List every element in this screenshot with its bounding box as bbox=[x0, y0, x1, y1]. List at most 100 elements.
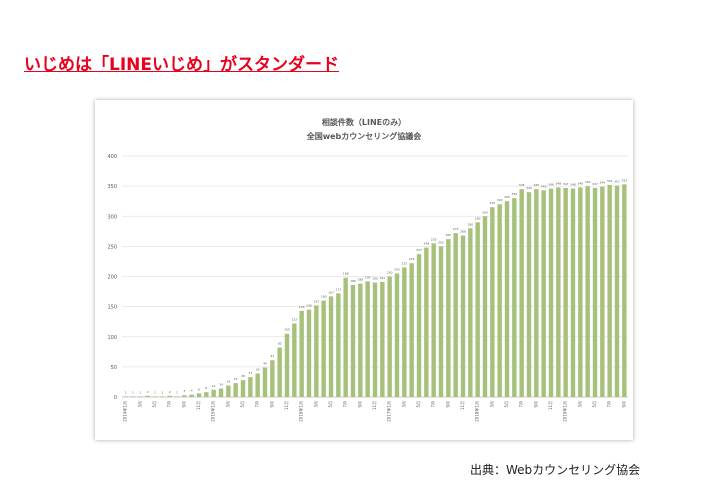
x-tick-label: 5月 bbox=[416, 401, 421, 408]
page-heading: いじめは「LINEいじめ」がスタンダード bbox=[24, 55, 339, 75]
value-label: 325 bbox=[504, 195, 510, 199]
value-label: 2 bbox=[169, 390, 171, 394]
x-tick-label: 9月 bbox=[533, 401, 538, 408]
bar bbox=[160, 396, 165, 397]
bar bbox=[446, 239, 451, 397]
value-label: 200 bbox=[387, 271, 393, 275]
value-label: 14 bbox=[219, 383, 223, 387]
bar bbox=[306, 309, 312, 397]
bar bbox=[512, 198, 517, 397]
value-label: 351 bbox=[614, 180, 620, 184]
value-label: 248 bbox=[423, 242, 429, 246]
x-tick-label: 2015年1月 bbox=[210, 401, 216, 422]
value-label: 330 bbox=[511, 192, 517, 196]
bar bbox=[431, 243, 436, 397]
x-tick-label: 3月 bbox=[137, 401, 142, 408]
x-tick-label: 11月 bbox=[284, 401, 289, 410]
source-caption: 出典：Webカウンセリング協会 bbox=[470, 463, 641, 477]
bar bbox=[248, 377, 253, 397]
value-label: 4 bbox=[191, 389, 193, 393]
bar bbox=[262, 367, 268, 397]
value-label: 347 bbox=[563, 182, 569, 186]
x-tick-label: 7月 bbox=[343, 401, 348, 408]
bar bbox=[358, 283, 363, 397]
value-label: 280 bbox=[467, 222, 473, 226]
x-tick-label: 7月 bbox=[167, 401, 172, 408]
value-label: 320 bbox=[497, 198, 503, 202]
bar bbox=[314, 305, 319, 397]
y-tick-label: 100 bbox=[107, 335, 117, 341]
value-label: 250 bbox=[438, 240, 444, 244]
bar bbox=[350, 284, 356, 397]
x-tick-label: 3月 bbox=[489, 401, 494, 408]
x-tick-label: 2019年1月 bbox=[562, 401, 568, 422]
bar bbox=[438, 246, 444, 397]
x-tick-label: 11月 bbox=[196, 401, 201, 410]
bar bbox=[504, 201, 510, 397]
x-tick-label: 5月 bbox=[328, 401, 333, 408]
bar bbox=[380, 281, 385, 397]
bar bbox=[475, 222, 480, 397]
bar bbox=[255, 373, 260, 397]
x-tick-label: 2014年1月 bbox=[122, 401, 128, 422]
value-label: 61 bbox=[270, 354, 274, 358]
bar bbox=[218, 388, 224, 397]
bar bbox=[233, 383, 238, 397]
x-tick-label: 9月 bbox=[445, 401, 450, 408]
value-label: 348 bbox=[577, 181, 583, 185]
value-label: 23 bbox=[234, 377, 238, 381]
x-tick-label: 11月 bbox=[372, 401, 377, 410]
chart-subtitle: 全国webカウンセリング協議会 bbox=[306, 131, 422, 141]
bar bbox=[497, 204, 502, 397]
bar bbox=[130, 396, 136, 397]
x-tick-label: 2016年1月 bbox=[298, 401, 304, 422]
bar bbox=[226, 385, 231, 397]
y-tick-label: 350 bbox=[107, 184, 117, 190]
value-label: 198 bbox=[343, 272, 349, 276]
value-label: 346 bbox=[570, 183, 576, 187]
bar bbox=[240, 380, 246, 397]
y-tick-label: 50 bbox=[111, 365, 117, 371]
bar bbox=[270, 360, 275, 397]
value-label: 345 bbox=[533, 183, 539, 187]
value-label: 39 bbox=[256, 368, 260, 372]
bar bbox=[622, 184, 627, 397]
x-tick-label: 5月 bbox=[152, 401, 157, 408]
x-tick-label: 7月 bbox=[607, 401, 612, 408]
bar bbox=[387, 276, 392, 397]
bar bbox=[600, 186, 605, 397]
bar bbox=[182, 395, 187, 397]
value-label: 268 bbox=[460, 230, 466, 234]
x-tick-label: 11月 bbox=[460, 401, 465, 410]
bar bbox=[174, 396, 180, 397]
value-label: 215 bbox=[401, 261, 407, 265]
x-tick-label: 11月 bbox=[548, 401, 553, 410]
y-tick-label: 0 bbox=[114, 395, 117, 401]
x-tick-label: 9月 bbox=[357, 401, 362, 408]
x-tick-label: 3月 bbox=[313, 401, 318, 408]
bar bbox=[592, 187, 598, 397]
bar bbox=[556, 187, 561, 397]
value-label: 12 bbox=[212, 384, 216, 388]
x-tick-label: 5月 bbox=[240, 401, 245, 408]
bar bbox=[321, 300, 326, 397]
bar bbox=[519, 189, 524, 397]
value-label: 237 bbox=[416, 248, 422, 252]
bar bbox=[372, 282, 378, 397]
value-label: 1 bbox=[176, 390, 178, 394]
bar bbox=[196, 393, 202, 397]
bar bbox=[145, 395, 150, 397]
value-label: 160 bbox=[321, 295, 327, 299]
value-label: 340 bbox=[526, 186, 532, 190]
value-label: 19 bbox=[226, 380, 230, 384]
value-label: 1 bbox=[125, 390, 127, 394]
bar bbox=[123, 396, 128, 397]
value-label: 290 bbox=[475, 216, 481, 220]
bar bbox=[284, 333, 290, 397]
bar bbox=[292, 323, 297, 397]
bar bbox=[138, 396, 143, 397]
value-label: 191 bbox=[379, 276, 385, 280]
bar bbox=[277, 347, 282, 397]
value-label: 145 bbox=[306, 304, 312, 308]
